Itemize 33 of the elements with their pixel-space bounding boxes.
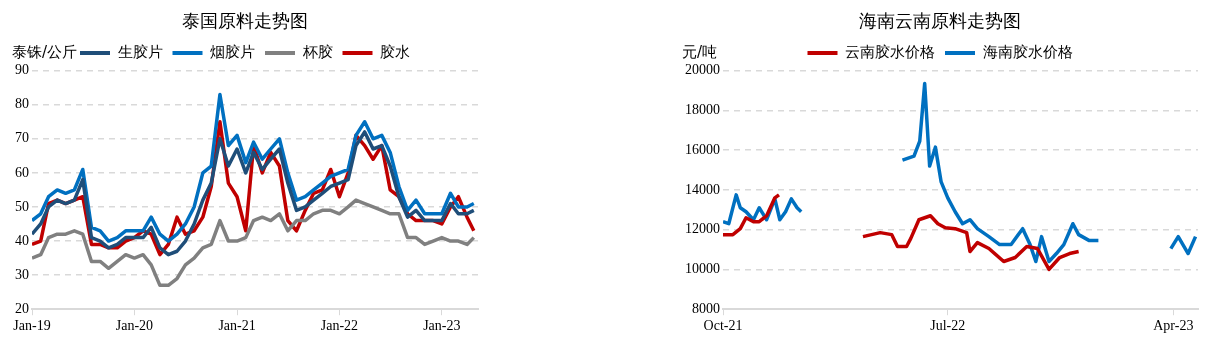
y-tick-label: 20000: [685, 62, 720, 78]
legend-label: 胶水: [380, 42, 410, 61]
legend-label: 杯胶: [301, 42, 333, 61]
chart-title: 海南云南原料走势图: [859, 10, 1021, 32]
x-tick-label: Jan-19: [13, 318, 51, 334]
y-axis-title: 元/吨: [682, 42, 718, 61]
legend-label: 海南胶水价格: [982, 42, 1073, 61]
y-tick-label: 80: [15, 96, 29, 112]
y-tick-label: 90: [15, 62, 29, 78]
y-tick-label: 16000: [685, 141, 720, 157]
y-tick-label: 14000: [685, 181, 720, 197]
x-tick-label: Jan-23: [423, 318, 461, 334]
y-tick-label: 60: [15, 164, 29, 180]
legend-label: 烟胶片: [210, 42, 255, 61]
legend-label: 云南胶水价格: [845, 42, 935, 61]
y-tick-label: 12000: [685, 221, 720, 237]
x-tick-label: Jan-20: [115, 318, 154, 334]
y-axis-title: 泰铢/公斤: [12, 42, 78, 61]
y-tick-label: 8000: [692, 300, 720, 316]
y-tick-label: 70: [15, 130, 29, 146]
x-tick-label: Jan-22: [320, 318, 359, 334]
y-tick-label: 18000: [685, 102, 720, 118]
x-tick-label: Jan-21: [218, 318, 256, 334]
y-tick-label: 40: [15, 232, 29, 248]
x-tick-label: Jul-22: [930, 318, 966, 334]
legend-label: 生胶片: [117, 42, 163, 61]
y-tick-label: 20: [15, 300, 29, 316]
y-tick-label: 50: [15, 198, 29, 214]
x-tick-label: Oct-21: [703, 318, 743, 334]
y-tick-label: 30: [15, 266, 29, 282]
chart-title: 泰国原料走势图: [182, 10, 308, 32]
x-tick-label: Apr-23: [1153, 318, 1194, 334]
y-tick-label: 10000: [685, 261, 720, 277]
